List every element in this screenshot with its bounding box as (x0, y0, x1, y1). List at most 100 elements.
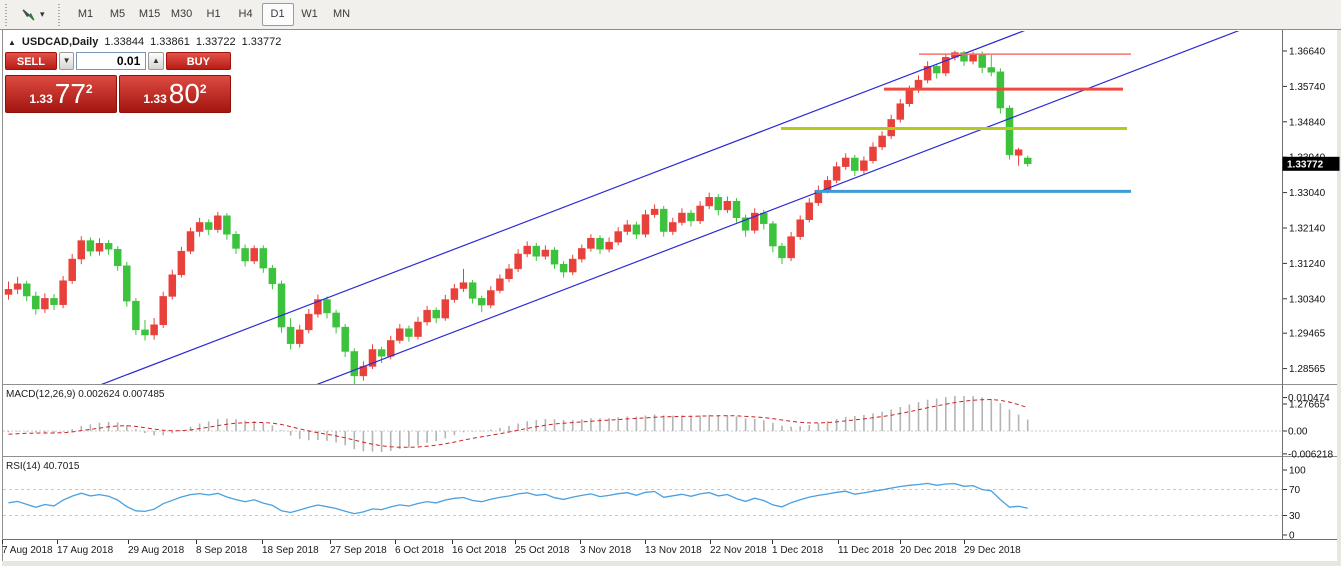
sell-button[interactable]: SELL (5, 52, 57, 70)
candle (532, 242, 541, 262)
symbol-name: USDCAD,Daily (21, 36, 99, 48)
macd-bar (653, 414, 656, 431)
macd-bar (435, 431, 437, 442)
candle (996, 68, 1005, 114)
candle (95, 238, 104, 256)
candle (596, 235, 604, 254)
ohlc-open: 1.33844 (104, 36, 145, 48)
candle (22, 280, 31, 302)
chart-tools-icon (22, 8, 35, 21)
timeframe-button-M1[interactable]: M1 (77, 8, 94, 20)
macd-bar (308, 431, 310, 441)
candle (286, 318, 295, 350)
volume-input[interactable] (76, 52, 147, 70)
rsi-axis-label: 30 (1289, 511, 1301, 522)
candle (368, 344, 377, 370)
rsi-axis-label: 100 (1289, 466, 1306, 477)
time-axis-label: 25 Oct 2018 (515, 545, 570, 556)
macd-bar (253, 421, 255, 431)
macd-bar (317, 431, 319, 441)
macd-bar (1026, 419, 1029, 431)
timeframe-button-M5[interactable]: M5 (109, 8, 126, 20)
volume-decrease-button[interactable]: ▼ (58, 52, 75, 70)
ohlc-low: 1.33722 (195, 36, 236, 48)
candle (123, 261, 131, 307)
candle (1014, 147, 1023, 166)
candle (223, 213, 231, 240)
candle (186, 227, 195, 254)
macd-axis-label: -0.006218 (1288, 449, 1333, 460)
macd-bar (835, 419, 838, 431)
candle (841, 153, 850, 170)
candle (377, 346, 386, 364)
candle (13, 276, 22, 295)
candle (141, 320, 149, 341)
horizontal-lines[interactable] (781, 53, 1131, 193)
candle (568, 254, 577, 276)
macd-bar (235, 419, 237, 431)
sell-price-button[interactable]: 1.33 77 2 (5, 75, 117, 113)
candle (541, 245, 550, 260)
timeframe-button-H1[interactable]: H1 (206, 8, 221, 20)
chart-tools-button[interactable]: ▾ (15, 4, 51, 26)
macd-bar (735, 416, 738, 431)
macd-bar (480, 430, 483, 432)
macd-bar (471, 431, 474, 432)
macd-bar (890, 409, 892, 431)
candle (396, 323, 404, 344)
trade-panel-toggle-icon[interactable]: ▲ (8, 37, 16, 47)
time-axis-label: 8 Sep 2018 (196, 545, 248, 556)
macd-bar (62, 431, 64, 432)
toolbar-grip[interactable] (56, 3, 62, 26)
timeframe-button-M30[interactable]: M30 (170, 8, 193, 20)
macd-bar (717, 415, 720, 431)
candle (705, 192, 713, 210)
toolbar-grip[interactable] (4, 3, 9, 26)
buy-price-sup: 2 (199, 82, 207, 96)
timeframe-button-W1[interactable]: W1 (301, 8, 318, 20)
macd-bar (626, 416, 629, 431)
timeframe-button-D1[interactable]: D1 (261, 3, 294, 26)
macd-bar (7, 431, 10, 433)
candle (341, 323, 349, 357)
price-axis-strip[interactable] (1282, 30, 1341, 540)
macd-bar (353, 431, 356, 450)
macd-bar (298, 431, 301, 439)
candle (77, 236, 86, 265)
volume-increase-button[interactable]: ▲ (148, 52, 164, 70)
buy-price-button[interactable]: 1.33 80 2 (119, 75, 231, 113)
candle (305, 309, 313, 334)
svg-text:1.33772: 1.33772 (1287, 159, 1324, 170)
macd-bar (608, 418, 610, 431)
sell-price-sup: 2 (85, 82, 93, 96)
candle (450, 283, 459, 303)
macd-bar (844, 416, 847, 431)
timeframe-button-M15[interactable]: M15 (138, 8, 161, 20)
macd-bar (44, 431, 46, 433)
chart-canvas[interactable]: 1.366401.357401.348401.339401.330401.321… (2, 30, 1341, 566)
candle (1005, 105, 1014, 160)
timeframe-button-H4[interactable]: H4 (238, 8, 253, 20)
candle (805, 198, 814, 223)
macd-bar (817, 423, 820, 431)
macd-bar (80, 426, 83, 431)
price-axis-label: 1.31240 (1289, 259, 1326, 270)
candle (295, 324, 304, 348)
price-axis-label: 1.27665 (1289, 399, 1326, 410)
macd-label: MACD(12,26,9) 0.002624 0.007485 (6, 389, 165, 400)
trend-channel[interactable] (88, 30, 1282, 429)
time-axis-label: 11 Dec 2018 (838, 545, 894, 556)
candle (696, 201, 704, 225)
candle (250, 245, 258, 265)
candle (259, 245, 268, 273)
candle (605, 237, 613, 253)
rsi-line (8, 482, 1028, 515)
time-axis-label: 27 Sep 2018 (330, 545, 387, 556)
timeframe-button-MN[interactable]: MN (332, 8, 351, 20)
macd-bar (635, 416, 638, 431)
candle (277, 280, 286, 333)
buy-price-big: 80 (168, 78, 200, 109)
macd-bar (426, 431, 428, 443)
buy-button[interactable]: BUY (165, 52, 231, 70)
macd-bar (217, 419, 219, 431)
